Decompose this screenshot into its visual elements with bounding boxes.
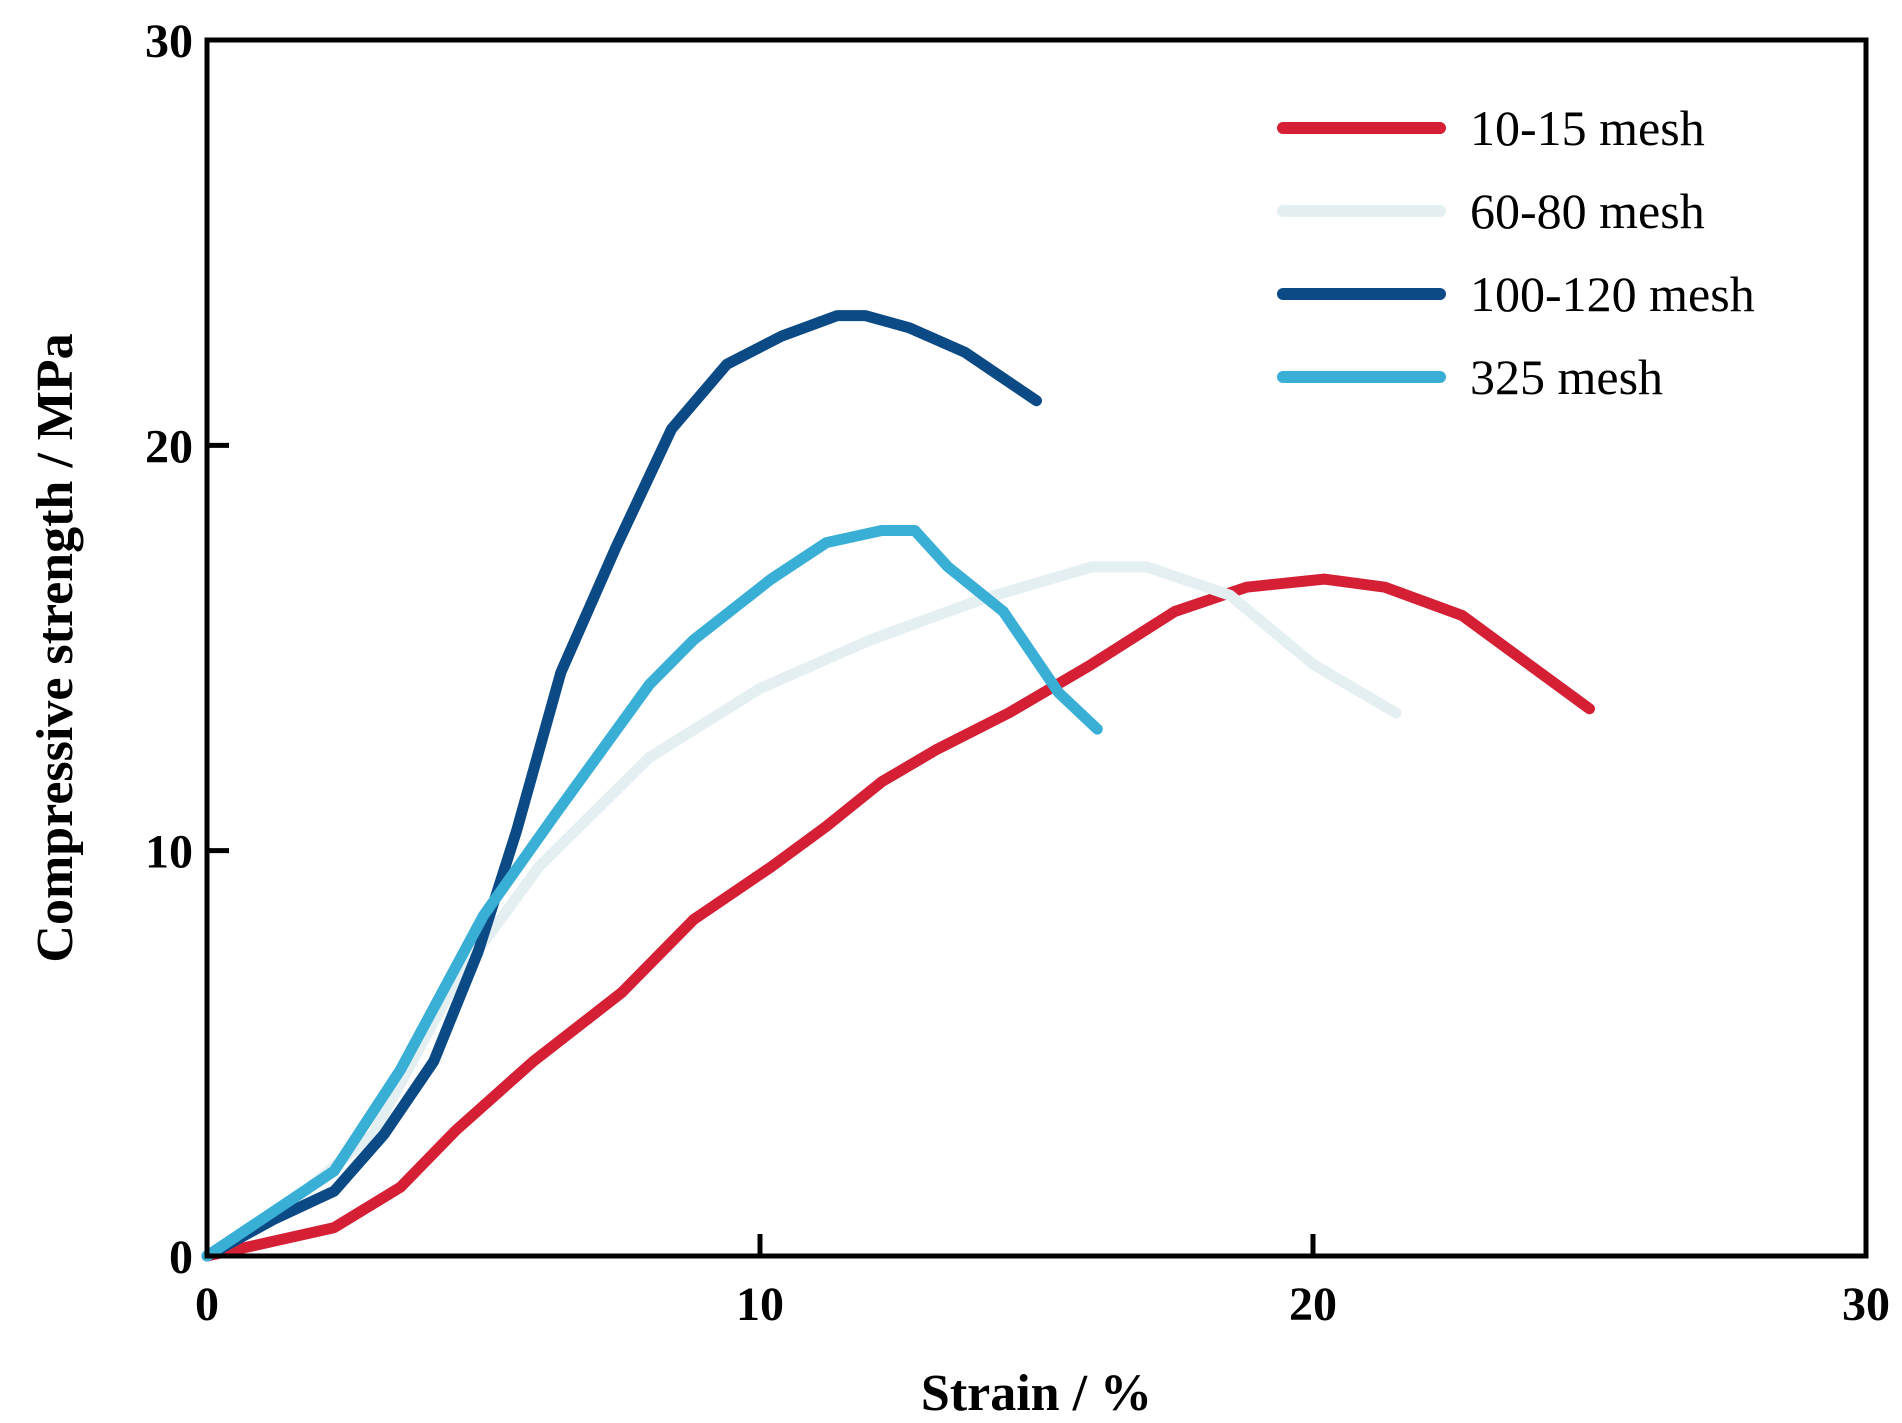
legend-label-4: 325 mesh (1470, 349, 1663, 405)
series-line-2 (201, 561, 1402, 1262)
legend-label-2: 60-80 mesh (1470, 183, 1705, 239)
series-line-3 (201, 310, 1042, 1262)
x-tick-label: 20 (1289, 1278, 1337, 1331)
y-tick-label: 0 (169, 1231, 193, 1284)
y-axis-title: Compressive strength / MPa (27, 333, 84, 962)
plot-frame (204, 37, 1869, 1259)
x-tick-label: 10 (736, 1278, 784, 1331)
series-line-1 (201, 573, 1595, 1262)
legend: 10-15 mesh 60-80 mesh 100-120 mesh 325 mesh (1277, 100, 1755, 405)
series-layer (201, 310, 1595, 1262)
legend-label-3: 100-120 mesh (1470, 266, 1755, 322)
x-axis-title: Strain / % (921, 1365, 1152, 1422)
series-line-4 (201, 525, 1103, 1262)
y-tick-label: 20 (145, 420, 193, 473)
y-tick-label: 10 (145, 826, 193, 879)
x-tick-label: 0 (195, 1278, 219, 1331)
ticks-layer: 0 10 20 30 0 10 20 30 (145, 15, 1890, 1331)
x-tick-label: 30 (1842, 1278, 1890, 1331)
y-tick-label: 30 (145, 15, 193, 68)
legend-label-1: 10-15 mesh (1470, 100, 1705, 156)
